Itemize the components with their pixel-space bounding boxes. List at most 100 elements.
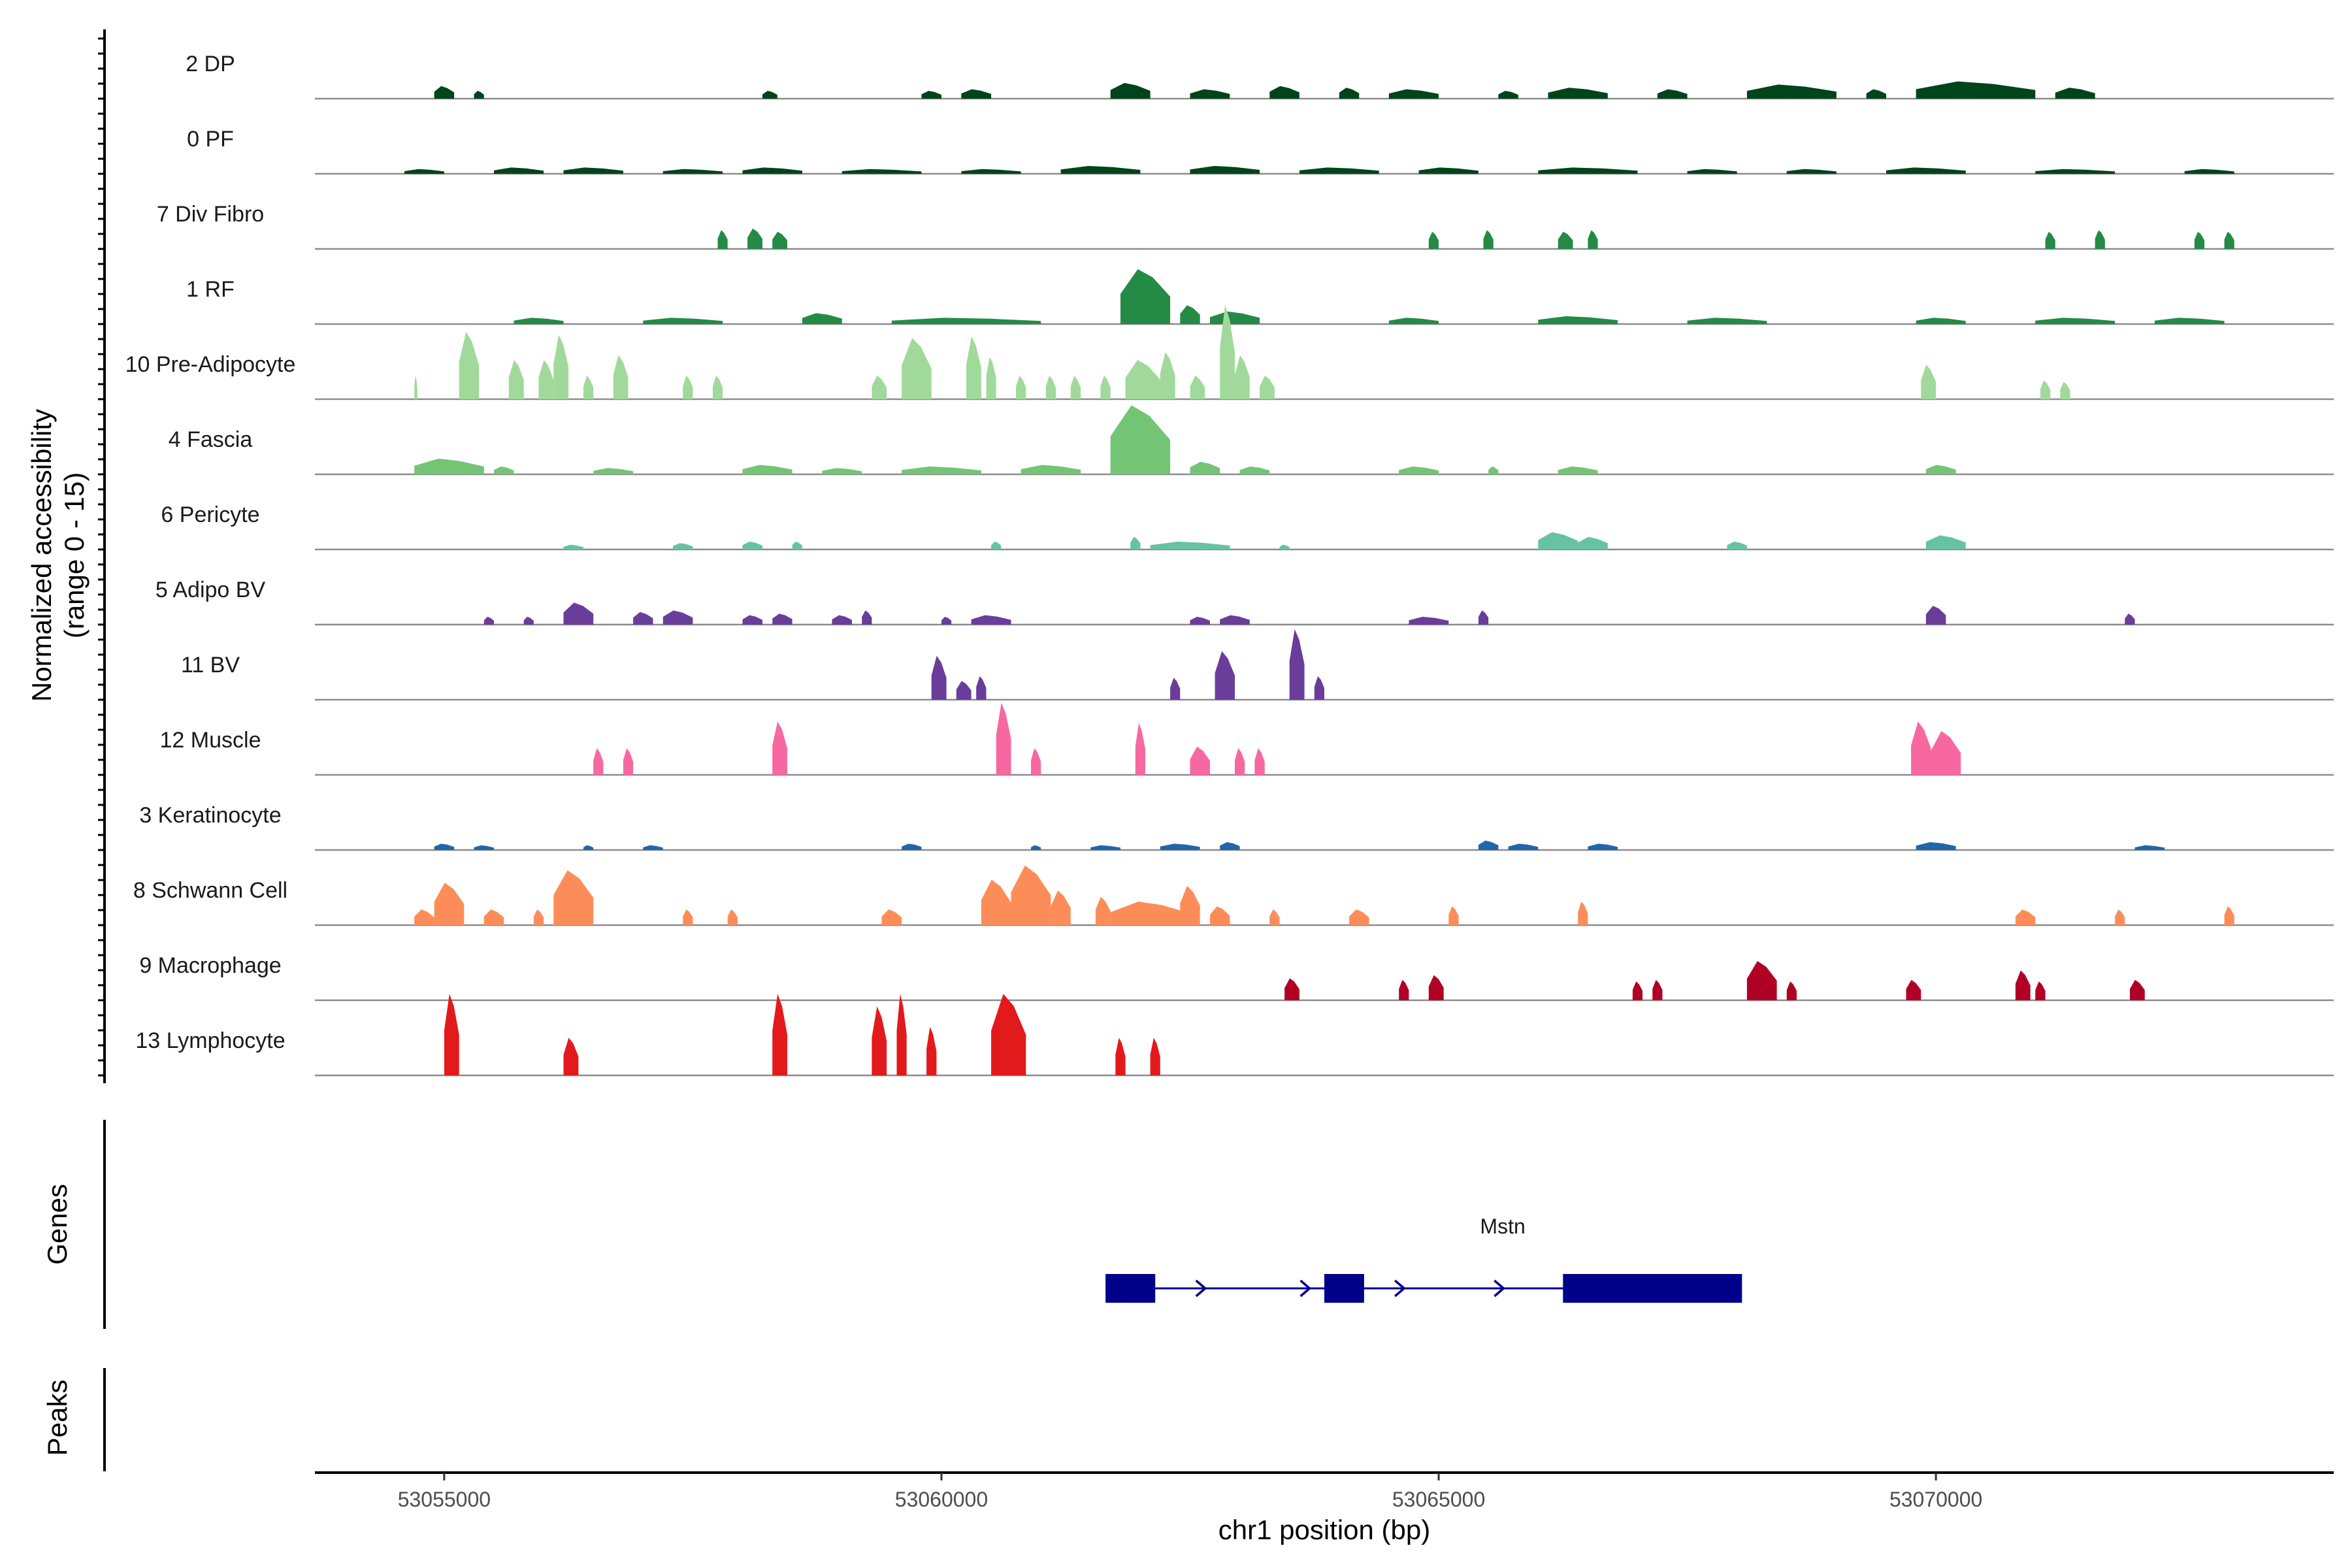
coverage-peak (1115, 1037, 1126, 1075)
track-1-rf: 1 RF (186, 269, 2334, 325)
coverage-peak (1652, 979, 1663, 1000)
coverage-peak (1314, 676, 1324, 700)
coverage-peak (1110, 405, 1171, 474)
coverage-peak (971, 615, 1011, 625)
track-label: 5 Adipo BV (155, 578, 266, 602)
coverage-peak (494, 466, 514, 474)
coverage-peak (1160, 843, 1200, 850)
coverage-peak (623, 748, 634, 775)
coverage-peak (926, 1026, 937, 1075)
coverage-peak (1190, 166, 1260, 174)
coverage-peak (444, 994, 459, 1075)
genes-panel-label: Genes (42, 1184, 73, 1265)
coverage-peak (762, 91, 777, 99)
gene-strand-arrow (1494, 1279, 1506, 1298)
coverage-peak (2035, 169, 2115, 174)
coverage-peak (2035, 318, 2115, 324)
coverage-peak (1284, 978, 1299, 1000)
coverage-peak (991, 542, 1002, 549)
coverage-peak (2115, 909, 2125, 925)
coverage-peak (1548, 88, 1608, 99)
track-label: 1 RF (186, 277, 235, 302)
coverage-peak (742, 465, 792, 474)
coverage-peak (1786, 981, 1797, 1000)
coverage-peak (583, 376, 594, 399)
coverage-peak (2125, 613, 2135, 625)
coverage-peak (1906, 979, 1921, 1000)
coverage-peak (996, 702, 1011, 775)
coverage-peak (2095, 230, 2105, 249)
coverage-peak (1160, 352, 1175, 399)
track-label: 3 Keratinocyte (139, 803, 281, 828)
coverage-peak (891, 318, 1041, 324)
coverage-peak (1921, 365, 1936, 399)
coverage-peak (956, 681, 972, 700)
coverage-peak (583, 845, 594, 850)
coverage-peak (1150, 542, 1230, 549)
coverage-peak (1235, 355, 1250, 399)
gene-label: Mstn (1480, 1215, 1525, 1238)
coverage-peak (1070, 376, 1081, 399)
coverage-peak (772, 721, 787, 775)
coverage-peak (1925, 606, 1946, 625)
coverage-peak (1786, 169, 1837, 174)
coverage-peak (1508, 843, 1539, 850)
coverage-peak (822, 468, 862, 474)
coverage-peak (1687, 318, 1767, 324)
track-6-pericyte: 6 Pericyte (161, 502, 2334, 551)
coverage-peak (1632, 981, 1643, 1000)
coverage-peak (404, 169, 444, 174)
coverage-tracks: 2 DP 0 PF 7 Div Fibro 1 RF 10 Pre-Adipocyte 4… (125, 52, 2334, 1077)
coverage-peak (742, 542, 762, 549)
coverage-peak (434, 843, 455, 850)
coverage-peak (563, 602, 594, 625)
coverage-peak (872, 1006, 887, 1075)
coverage-peak (563, 167, 623, 174)
track-12-muscle: 12 Muscle (160, 702, 2334, 776)
coverage-peak (1180, 886, 1200, 925)
coverage-peak (2194, 231, 2205, 249)
coverage-peak (1269, 86, 1299, 99)
coverage-peak (2060, 382, 2070, 399)
coverage-peak (1388, 318, 1439, 324)
track-9-macrophage: 9 Macrophage (139, 953, 2334, 1002)
coverage-peak (474, 845, 494, 850)
x-axis: chr1 position (bp) 53055000 53060000 53065… (315, 1471, 2334, 1545)
coverage-peak (712, 376, 723, 399)
coverage-peak (841, 169, 922, 174)
coverage-peak (1190, 617, 1210, 625)
coverage-peak (1687, 169, 1737, 174)
coverage-peak (683, 909, 693, 925)
coverage-peak (1409, 617, 1449, 625)
coverage-peak (514, 318, 564, 324)
coverage-peak (1125, 360, 1160, 399)
coverage-peak (1478, 610, 1489, 625)
coverage-peak (1279, 544, 1290, 549)
coverage-peak (902, 338, 932, 399)
coverage-peak (802, 313, 842, 324)
coverage-peak (2184, 169, 2234, 174)
coverage-peak (2155, 318, 2225, 324)
coverage-peak (1170, 678, 1181, 700)
genes-panel: Genes Mstn (42, 1120, 1742, 1329)
coverage-peak (872, 376, 887, 399)
coverage-peak (772, 231, 787, 249)
coverage-peak (434, 86, 455, 99)
coverage-peak (1911, 721, 1931, 775)
coverage-peak (1016, 376, 1026, 399)
coverage-peak (1483, 230, 1494, 249)
track-10-pre-adipocyte: 10 Pre-Adipocyte (125, 305, 2334, 400)
coverage-peak (1210, 906, 1230, 925)
coverage-peak (483, 617, 494, 625)
coverage-peak (643, 318, 723, 324)
x-axis-title: chr1 position (bp) (1218, 1514, 1431, 1545)
coverage-peak (1215, 651, 1235, 700)
y-axis: Normalized accessibility (range 0 - 15) (26, 29, 106, 1083)
coverage-peak (1428, 975, 1444, 1000)
coverage-peak (563, 1037, 579, 1075)
coverage-peak (1538, 532, 1578, 549)
coverage-peak (1588, 230, 1598, 249)
coverage-peak (772, 613, 792, 625)
coverage-peak (1210, 311, 1260, 324)
coverage-peak (1578, 902, 1588, 925)
